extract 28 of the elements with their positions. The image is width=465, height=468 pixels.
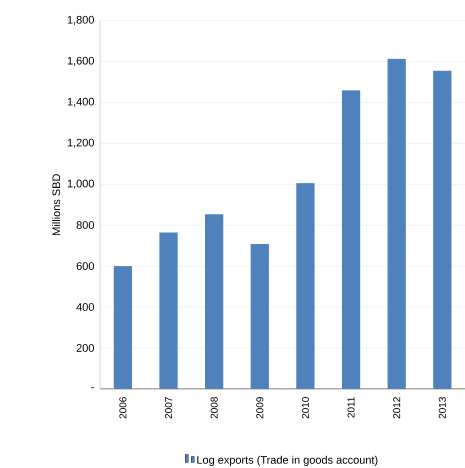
y-tick-label: 1,400 bbox=[68, 98, 94, 107]
y-tick-label: 200 bbox=[76, 344, 94, 352]
bar bbox=[342, 90, 360, 389]
y-tick-label: 1,800 bbox=[68, 16, 94, 25]
x-tick-label: 2008 bbox=[210, 397, 218, 418]
bar bbox=[433, 70, 452, 389]
x-tick-label: 2013 bbox=[438, 397, 446, 418]
y-tick-label: 400 bbox=[76, 303, 94, 311]
y-axis-title: Millions SBD bbox=[52, 174, 60, 235]
bar bbox=[159, 232, 178, 389]
y-tick-label: - bbox=[91, 387, 94, 388]
y-tick-label: 1,600 bbox=[68, 56, 94, 66]
y-tick-label: 1,000 bbox=[68, 180, 94, 189]
bar bbox=[114, 266, 132, 389]
y-tick-label: 800 bbox=[76, 221, 94, 230]
bar bbox=[204, 214, 224, 389]
x-tick-label: 2006 bbox=[119, 397, 126, 418]
bar bbox=[250, 244, 269, 389]
y-tick-label: 600 bbox=[76, 262, 94, 270]
x-tick-label: 2011 bbox=[347, 397, 355, 418]
x-tick-label: 2007 bbox=[164, 397, 172, 418]
x-tick-label: 2010 bbox=[302, 397, 309, 418]
x-tick-label: 2012 bbox=[393, 397, 400, 418]
x-tick-label: 2009 bbox=[256, 397, 264, 418]
legend-label: Log exports (Trade in goods account) bbox=[197, 456, 378, 466]
y-tick-label: 1,200 bbox=[68, 138, 94, 148]
bar bbox=[296, 183, 314, 389]
bar bbox=[387, 58, 406, 389]
